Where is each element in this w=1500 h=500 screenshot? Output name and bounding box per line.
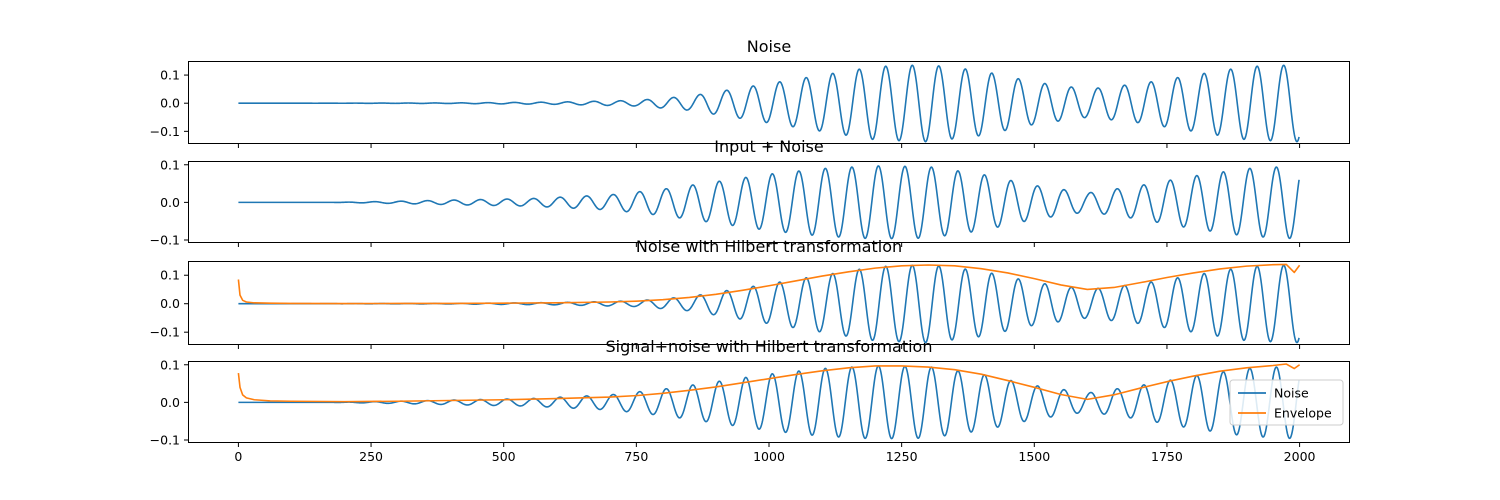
y-tick-label: 0.0 bbox=[160, 395, 180, 410]
x-tick-label: 1750 bbox=[1151, 449, 1183, 464]
y-tick-label: 0.0 bbox=[160, 96, 180, 111]
panel-title: Input + Noise bbox=[714, 137, 823, 156]
y-tick-label: −0.1 bbox=[150, 432, 180, 447]
y-tick-label: −0.1 bbox=[150, 232, 180, 247]
x-tick-label: 0 bbox=[234, 449, 242, 464]
x-tick-label: 250 bbox=[359, 449, 383, 464]
y-tick-label: 0.1 bbox=[160, 68, 180, 83]
series-line-noise bbox=[238, 64, 1300, 143]
y-tick-label: 0.1 bbox=[160, 157, 180, 172]
axes-frame bbox=[188, 161, 1350, 243]
panel-2: −0.1 0.0 0.1 Input + Noise bbox=[150, 137, 1350, 247]
legend-label: Noise bbox=[1274, 386, 1309, 401]
panel-4: −0.1 0.0 0.1 0 250 500 750 1000 1250 1500 1750 2000… bbox=[150, 337, 1350, 464]
y-tick-label: −0.1 bbox=[150, 325, 180, 340]
series-line-input-noise bbox=[238, 165, 1300, 240]
y-tick-label: 0.0 bbox=[160, 296, 180, 311]
x-tick-label: 1000 bbox=[753, 449, 785, 464]
panel-title: Signal+noise with Hilbert transformation bbox=[606, 337, 933, 356]
panel-title: Noise bbox=[747, 37, 791, 56]
series-line-envelope bbox=[237, 263, 1301, 305]
panel-title: Noise with Hilbert transformation bbox=[636, 237, 902, 256]
panel-1: −0.1 0.0 0.1 Noise bbox=[150, 37, 1350, 148]
series-line-envelope bbox=[237, 363, 1301, 403]
x-tick-label: 500 bbox=[492, 449, 516, 464]
y-tick-label: −0.1 bbox=[150, 124, 180, 139]
axes-frame bbox=[188, 261, 1350, 345]
y-tick-label: 0.1 bbox=[160, 268, 180, 283]
legend: Noise Envelope bbox=[1229, 379, 1344, 426]
panel-3: −0.1 0.0 0.1 Noise with Hilbert transformat… bbox=[150, 237, 1350, 349]
x-tick-label: 1500 bbox=[1018, 449, 1050, 464]
x-tick-label: 1250 bbox=[886, 449, 918, 464]
legend-label: Envelope bbox=[1274, 406, 1332, 421]
axes-frame bbox=[188, 361, 1350, 443]
x-tick-label: 2000 bbox=[1284, 449, 1316, 464]
y-tick-label: 0.0 bbox=[160, 195, 180, 210]
x-tick-label: 750 bbox=[624, 449, 648, 464]
axes-frame bbox=[188, 61, 1350, 144]
y-tick-label: 0.1 bbox=[160, 357, 180, 372]
series-line-noise bbox=[238, 365, 1300, 440]
